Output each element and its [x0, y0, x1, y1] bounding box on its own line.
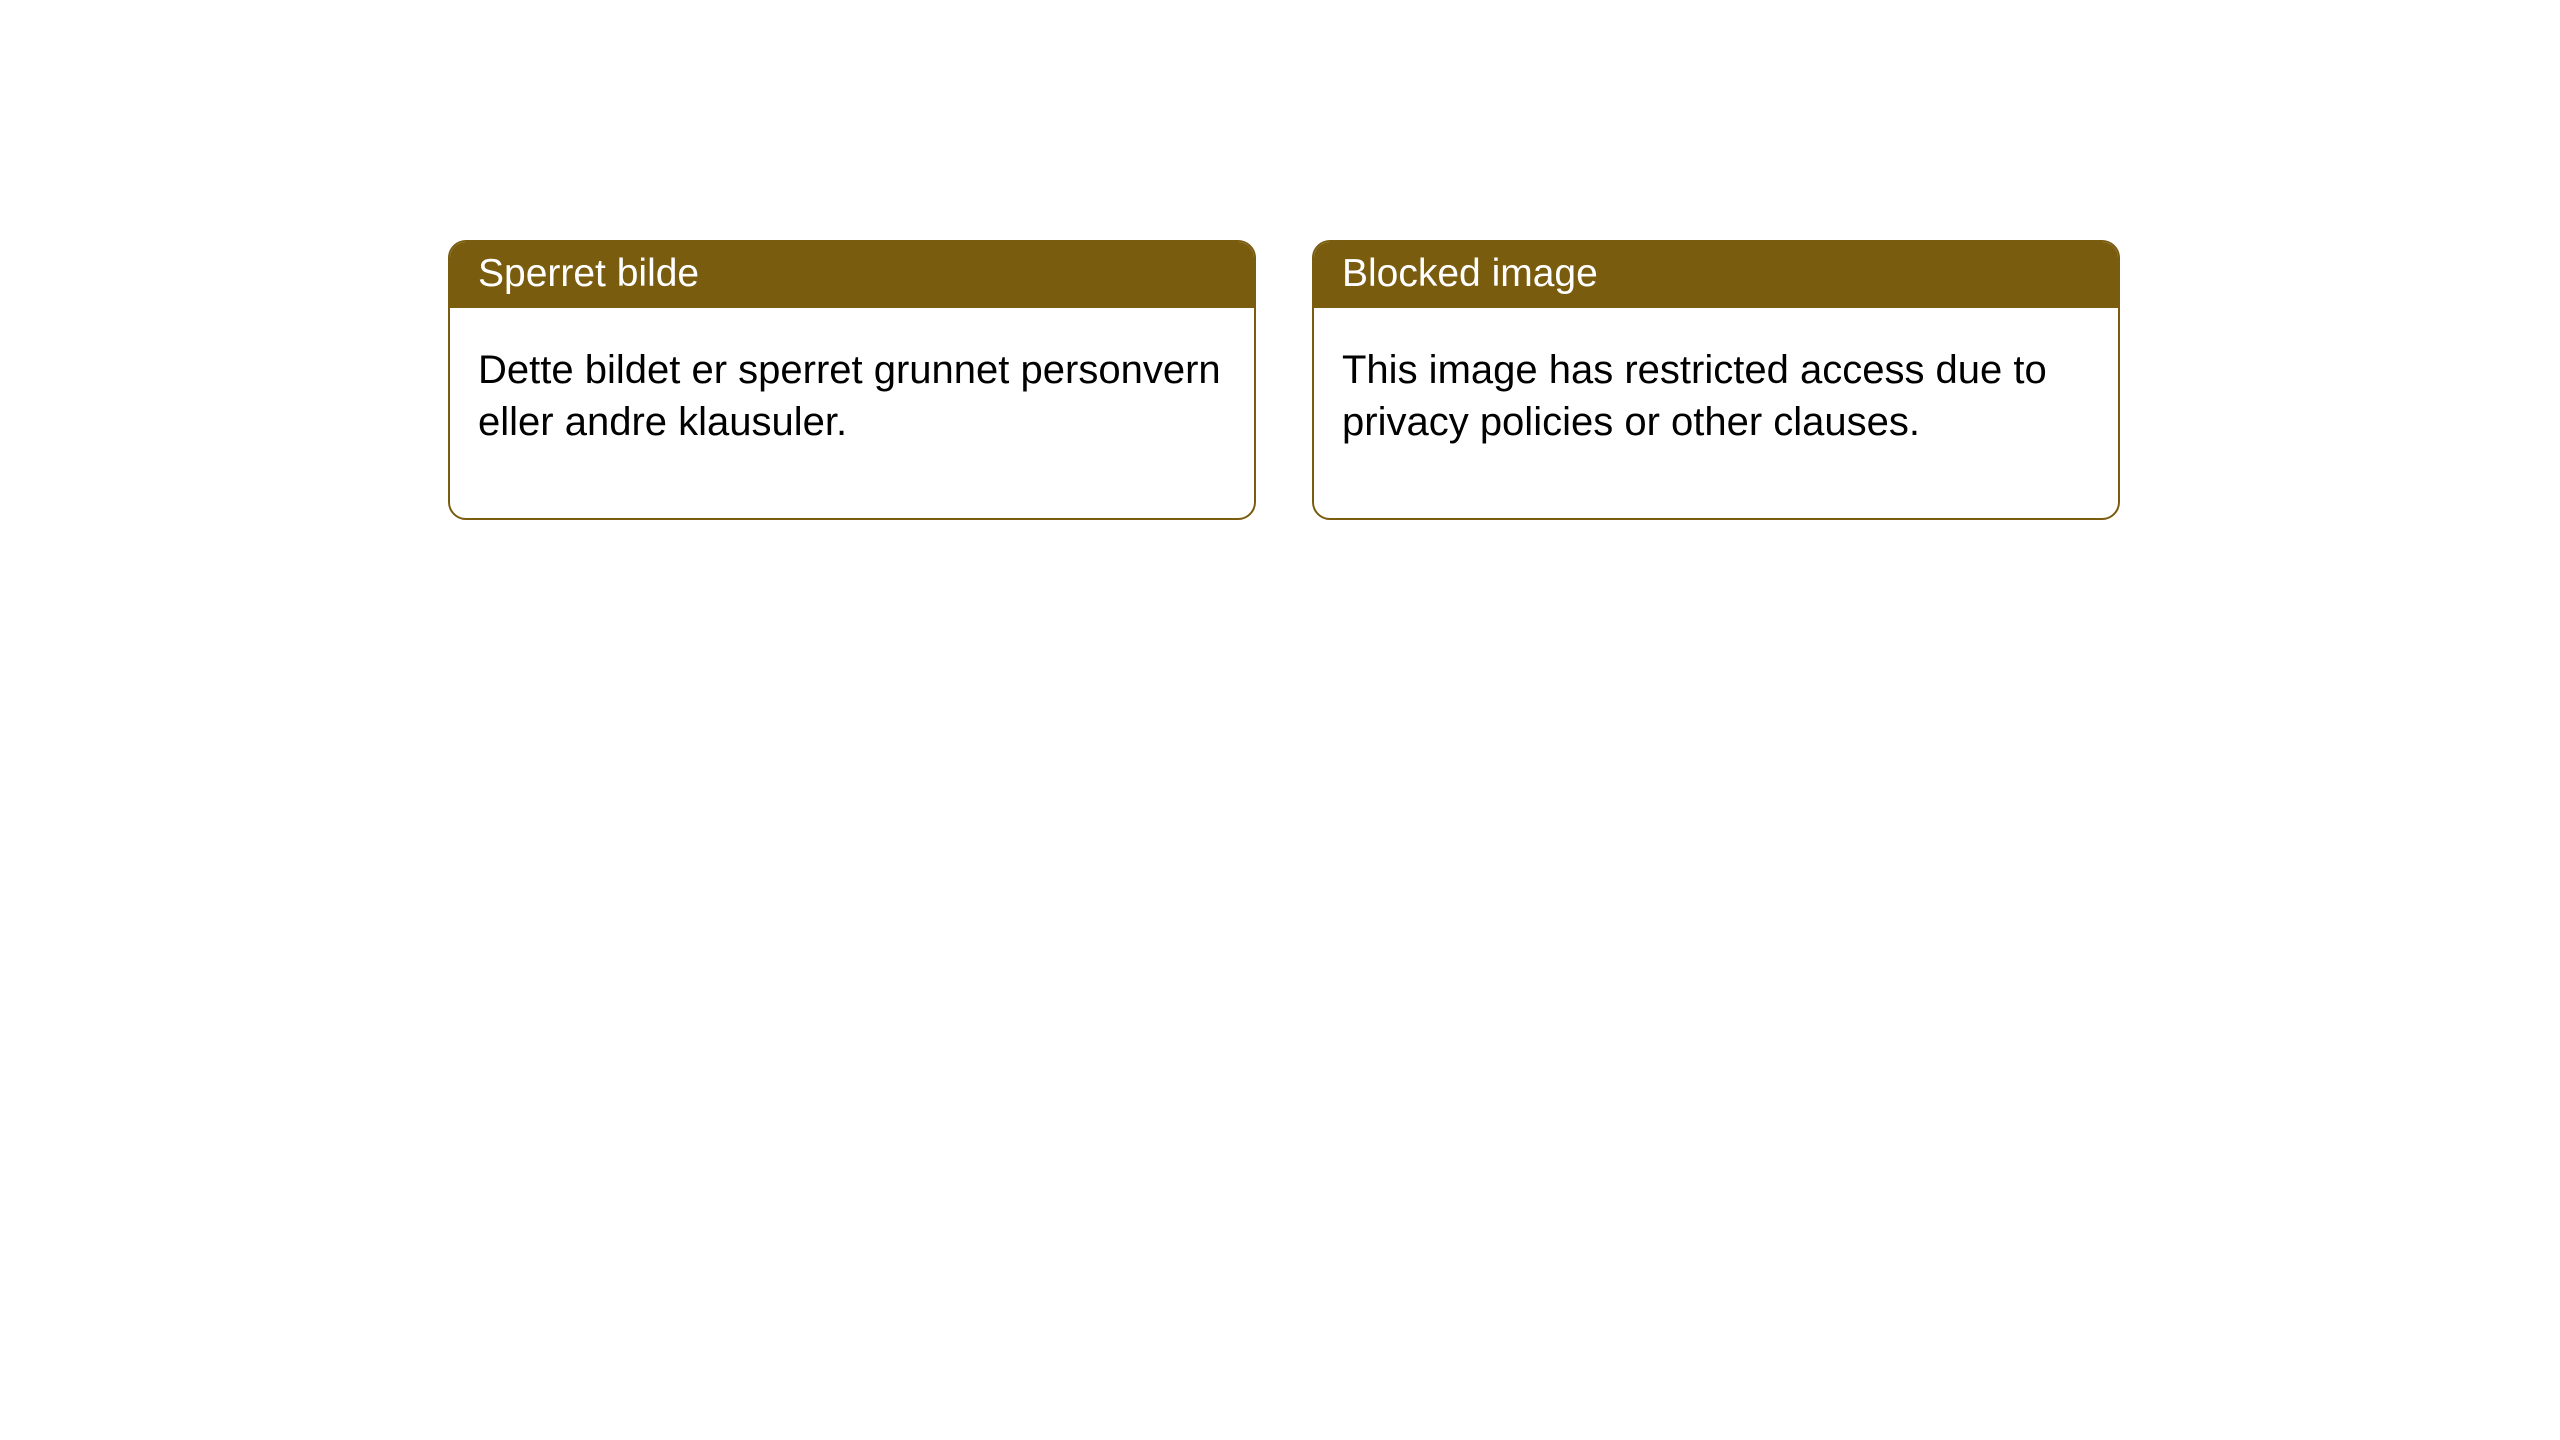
notice-card-title: Sperret bilde	[450, 242, 1254, 308]
notice-card-norwegian: Sperret bilde Dette bildet er sperret gr…	[448, 240, 1256, 520]
notice-card-english: Blocked image This image has restricted …	[1312, 240, 2120, 520]
notice-card-body: This image has restricted access due to …	[1314, 308, 2118, 518]
notice-container: Sperret bilde Dette bildet er sperret gr…	[0, 0, 2560, 520]
notice-card-title: Blocked image	[1314, 242, 2118, 308]
notice-card-body: Dette bildet er sperret grunnet personve…	[450, 308, 1254, 518]
